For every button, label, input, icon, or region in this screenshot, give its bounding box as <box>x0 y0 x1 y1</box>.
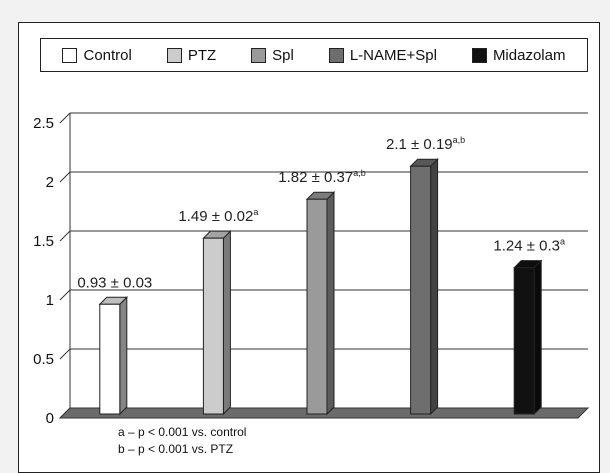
legend-swatch <box>251 47 267 63</box>
legend-label: Midazolam <box>492 46 566 64</box>
data-label: 1.82 ± 0.37a,b <box>278 168 365 186</box>
legend-label: PTZ <box>187 46 217 64</box>
data-label: 2.1 ± 0.19a,b <box>386 135 465 153</box>
legend-swatch <box>471 47 487 63</box>
y-tick-label: 1.5 <box>33 233 54 250</box>
legend-item: L-NAME+Spl <box>328 46 437 64</box>
bar-midazolam <box>512 259 543 416</box>
legend-swatch <box>328 47 344 63</box>
side-wall-line <box>59 230 71 242</box>
data-label: 0.93 ± 0.03 <box>77 274 152 291</box>
data-label: 1.24 ± 0.3a <box>493 237 565 255</box>
side-wall-line <box>59 112 71 124</box>
legend-item: Midazolam <box>471 46 566 64</box>
legend-item: Spl <box>251 47 294 64</box>
legend-label: Control <box>83 46 132 64</box>
y-tick-label: 2 <box>46 174 54 191</box>
side-wall-line <box>59 289 71 301</box>
legend-label: L-NAME+Spl <box>349 46 437 64</box>
bar-side <box>430 157 439 416</box>
bar-side <box>533 259 542 416</box>
legend: Control PTZ Spl L-NAME+Spl Midazolam <box>40 38 588 72</box>
legend-label: Spl <box>272 46 294 64</box>
bar-control <box>98 296 129 416</box>
bar-front <box>99 303 121 415</box>
y-tick-label: 1 <box>46 292 54 309</box>
side-wall-line <box>59 348 71 360</box>
bar-side <box>222 229 231 416</box>
legend-item: Control <box>62 46 132 64</box>
data-label: 1.49 ± 0.02a <box>178 207 258 225</box>
bar-side <box>326 191 335 416</box>
footnotes: a – p < 0.001 vs. control b – p < 0.001 … <box>118 424 246 458</box>
bar-front <box>202 237 224 415</box>
bar-front <box>513 267 535 415</box>
footnote-b: b – p < 0.001 vs. PTZ <box>118 442 234 456</box>
footnote-a: a – p < 0.001 vs. control <box>118 425 247 439</box>
bar-ptz <box>202 229 232 416</box>
y-tick-label: 2.5 <box>33 115 54 132</box>
bar-spl <box>305 191 336 416</box>
bar-front <box>410 165 432 415</box>
bar-l-name-spl <box>409 157 439 416</box>
bar-front <box>306 198 328 415</box>
side-wall-line <box>59 171 71 183</box>
y-tick-label: 0.5 <box>33 351 54 368</box>
legend-item: PTZ <box>166 46 217 64</box>
legend-swatch <box>166 47 182 63</box>
legend-swatch <box>62 47 78 63</box>
y-tick-label: 0 <box>46 410 54 427</box>
bar-side <box>119 296 128 416</box>
